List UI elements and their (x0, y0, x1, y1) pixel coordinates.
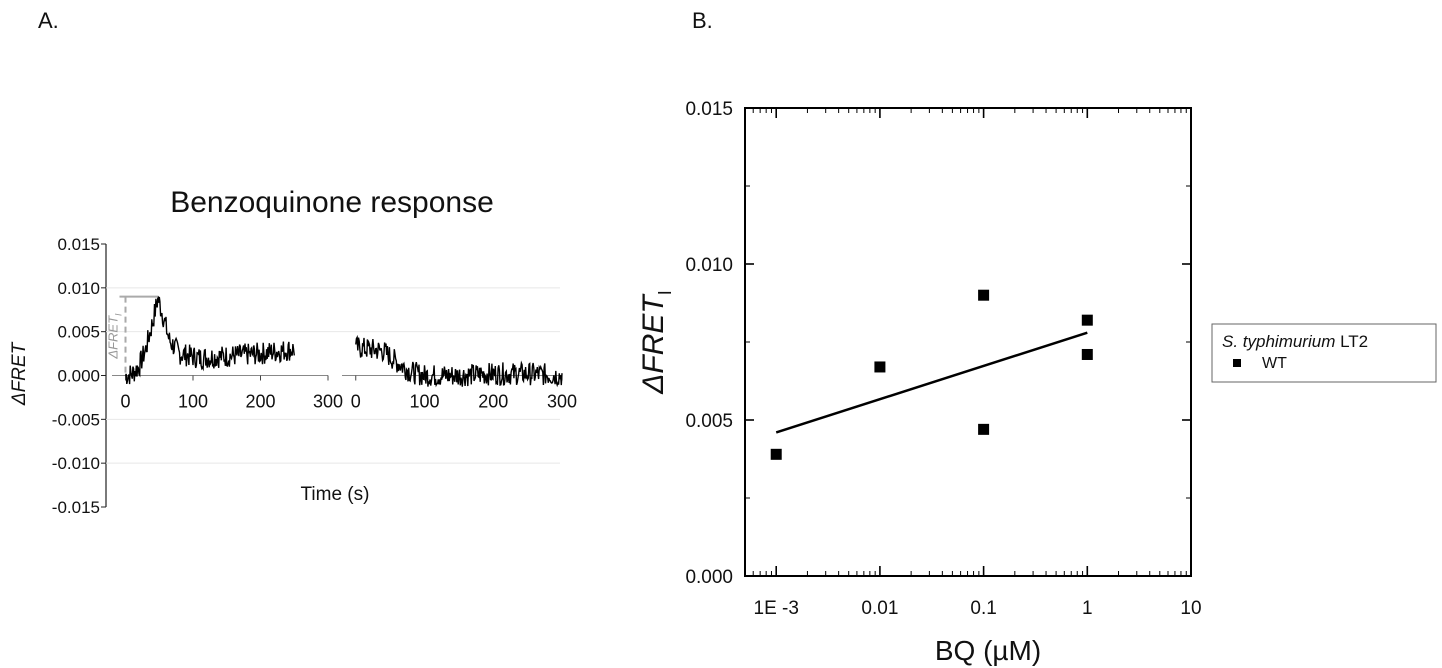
chart-b-xlabel: BQ (µM) (935, 635, 1041, 666)
chart-a-xtick-label: 0 (120, 392, 130, 412)
chart-a-xtick-label: 200 (478, 392, 508, 412)
legend-title: S. typhimurium LT2 (1222, 332, 1368, 351)
chart-b-ytick-label: 0.015 (685, 99, 733, 120)
chart-a-ytick-label: -0.010 (52, 454, 100, 473)
panel-a-chart: Benzoquinone response Time (s) ΔFRET 0.0… (9, 186, 577, 517)
chart-a-xlabel: Time (s) (301, 484, 370, 505)
chart-b-ylabel-main: ΔFRET (637, 293, 670, 395)
chart-a-xtick-label: 100 (178, 392, 208, 412)
chart-a-annotation-label: ΔFRETI (106, 313, 124, 360)
chart-b-point (874, 361, 886, 373)
panel-b-chart: 0.000 0.005 0.010 0.015 1E -3 0.01 0.1 1 10 BQ (… (637, 99, 1437, 666)
chart-b-xtick-label: 1E -3 (754, 598, 799, 619)
chart-b-xtick-label: 1 (1082, 598, 1093, 619)
chart-a-ytick-label: 0.005 (57, 323, 100, 342)
legend-title-italic: S. typhimurium (1222, 332, 1335, 351)
chart-b-ylabel: ΔFRETI (637, 290, 675, 394)
chart-a-xtick-label: 100 (409, 392, 439, 412)
chart-a-ytick-label: 0.010 (57, 279, 100, 298)
chart-b-ytick-label: 0.010 (685, 255, 733, 276)
chart-b-point (1081, 348, 1093, 360)
chart-b-point (978, 423, 990, 435)
chart-b-xtick-label: 0.01 (861, 598, 898, 619)
chart-b-ytick-label: 0.000 (685, 567, 733, 588)
legend-title-rest: LT2 (1335, 332, 1368, 351)
chart-b-point (1081, 314, 1093, 326)
panel-label-b: B. (692, 8, 713, 33)
legend-box (1211, 323, 1437, 383)
chart-b-fit-line (775, 331, 1088, 434)
chart-a-ytick-label: 0.015 (57, 235, 100, 254)
chart-b-xtick-label: 0.1 (970, 598, 996, 619)
chart-a-xtick-label: 300 (547, 392, 577, 412)
chart-a-title: Benzoquinone response (170, 186, 494, 219)
chart-b-xtick-label: 10 (1180, 598, 1201, 619)
chart-b-frame (744, 107, 1192, 577)
legend-entry-wt: WT (1262, 355, 1287, 372)
chart-a-ytick-label: -0.005 (52, 410, 100, 429)
chart-b-point (978, 289, 990, 301)
chart-a-ytick-label: 0.000 (57, 367, 100, 386)
chart-b-ytick-label: 0.005 (685, 411, 733, 432)
chart-a-trace-2 (355, 334, 563, 388)
chart-a-xtick-label: 0 (351, 392, 361, 412)
chart-a-ytick-label: -0.015 (52, 498, 100, 517)
chart-a-xtick-label: 300 (313, 392, 343, 412)
chart-a-xtick-label: 200 (245, 392, 275, 412)
chart-a-trace-1 (124, 295, 295, 385)
legend-marker-wt (1233, 359, 1241, 367)
chart-b-ylabel-subscript: I (655, 290, 675, 295)
panel-label-a: A. (38, 8, 59, 33)
chart-b-point (770, 448, 782, 460)
chart-a-ylabel: ΔFRET (9, 341, 30, 406)
